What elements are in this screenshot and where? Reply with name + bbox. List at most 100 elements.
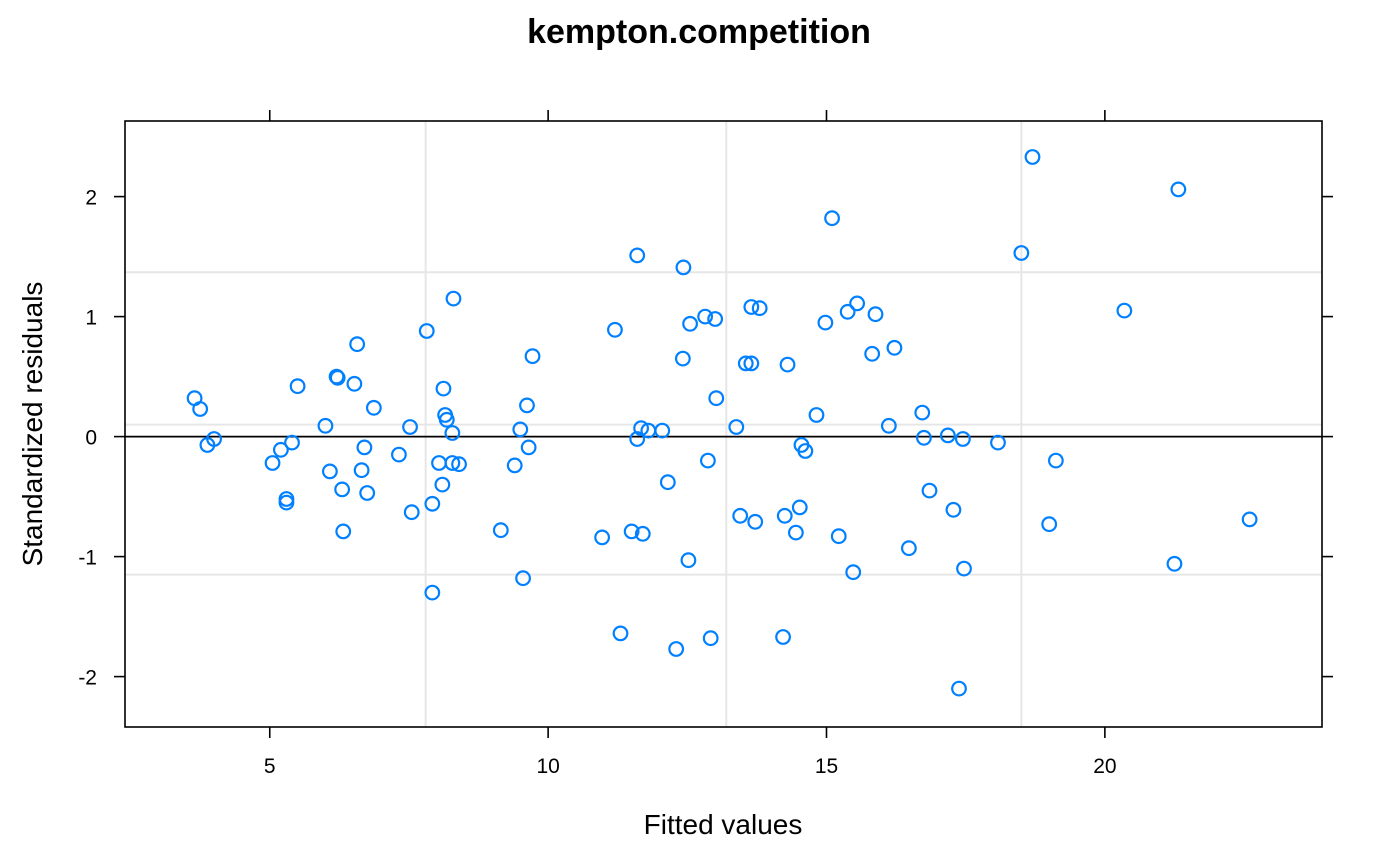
- x-tick-label-10: 10: [536, 755, 559, 778]
- data-point-79: [808, 407, 825, 423]
- y-tick-label--2: -2: [78, 667, 97, 690]
- data-point-3: [206, 431, 222, 447]
- data-point-68: [743, 355, 760, 372]
- data-point-58: [680, 552, 697, 569]
- data-point-39: [512, 421, 529, 438]
- data-point-69: [743, 299, 760, 315]
- data-point-51: [634, 525, 651, 542]
- data-point-91: [914, 404, 931, 421]
- data-point-23: [402, 419, 418, 435]
- data-point-86: [864, 345, 881, 362]
- data-point-20: [359, 485, 376, 501]
- data-point-37: [492, 522, 509, 539]
- data-point-42: [520, 439, 537, 456]
- data-point-106: [1170, 181, 1187, 198]
- data-point-50: [633, 420, 650, 437]
- data-point-107: [1241, 511, 1258, 528]
- data-point-35: [445, 290, 462, 307]
- data-point-22: [391, 446, 407, 463]
- data-point-76: [791, 499, 808, 516]
- data-point-63: [707, 311, 724, 327]
- data-point-44: [594, 529, 611, 546]
- data-point-87: [867, 306, 884, 323]
- data-point-90: [900, 540, 917, 557]
- data-point-9: [289, 378, 306, 395]
- data-point-95: [945, 501, 962, 518]
- data-point-81: [824, 210, 840, 227]
- x-tick-label-5: 5: [264, 755, 276, 778]
- data-point-66: [732, 507, 749, 524]
- data-point-16: [346, 375, 363, 392]
- chart-title: kempton.competition: [527, 13, 871, 51]
- data-point-27: [424, 495, 441, 512]
- data-point-84: [845, 564, 862, 581]
- data-point-60: [697, 308, 714, 325]
- data-point-25: [418, 323, 435, 339]
- data-point-13: [329, 369, 346, 386]
- y-tick-label-1: 1: [85, 307, 97, 330]
- data-point-65: [728, 419, 745, 435]
- data-point-5: [272, 441, 289, 458]
- data-point-72: [775, 629, 791, 645]
- data-point-40: [515, 570, 531, 587]
- data-point-10: [317, 417, 334, 434]
- data-point-33: [444, 425, 461, 441]
- data-point-19: [356, 439, 373, 456]
- data-point-64: [708, 390, 725, 407]
- data-point-53: [654, 422, 671, 439]
- data-point-61: [700, 452, 716, 469]
- data-point-15: [335, 523, 352, 540]
- data-point-82: [830, 528, 847, 545]
- data-point-7: [278, 494, 295, 511]
- data-point-103: [1047, 452, 1064, 469]
- data-point-100: [1013, 245, 1030, 261]
- data-point-101: [1024, 149, 1041, 165]
- data-point-34: [444, 455, 461, 471]
- data-point-56: [674, 350, 691, 367]
- data-point-104: [1116, 302, 1133, 319]
- data-point-75: [787, 524, 804, 541]
- data-point-88: [880, 417, 897, 434]
- data-point-36: [451, 456, 467, 473]
- data-point-11: [321, 463, 338, 480]
- data-point-94: [939, 427, 956, 444]
- x-axis-label: Fitted values: [644, 809, 803, 840]
- data-point-85: [849, 295, 866, 312]
- data-point-54: [659, 474, 676, 491]
- data-point-102: [1041, 516, 1058, 533]
- y-axis-label: Standardized residuals: [17, 282, 48, 567]
- plot-frame: [124, 120, 1323, 728]
- data-point-47: [623, 523, 640, 540]
- data-point-4: [264, 455, 281, 471]
- x-tick-label-15: 15: [815, 755, 838, 778]
- data-point-43: [524, 348, 541, 365]
- data-point-57: [675, 259, 692, 276]
- data-point-59: [682, 315, 698, 332]
- data-point-41: [519, 397, 535, 414]
- x-tick-label-20: 20: [1093, 755, 1116, 778]
- data-point-105: [1166, 555, 1183, 572]
- data-point-8: [284, 434, 300, 451]
- data-point-97: [955, 431, 971, 447]
- data-point-96: [951, 680, 967, 697]
- data-point-18: [353, 462, 370, 479]
- y-tick-label-0: 0: [85, 427, 97, 450]
- data-point-89: [886, 339, 903, 356]
- data-point-93: [921, 482, 938, 499]
- data-point-24: [403, 504, 420, 521]
- data-point-1: [192, 401, 209, 417]
- data-point-73: [776, 507, 793, 524]
- data-point-67: [737, 355, 754, 372]
- axis-ticks: 5 10 15 20 -2 -1 0 1 2: [78, 110, 1333, 778]
- data-point-48: [629, 431, 646, 447]
- y-tick-label-2: 2: [85, 187, 97, 210]
- data-point-26: [424, 584, 441, 601]
- data-point-21: [365, 399, 382, 416]
- data-point-92: [916, 429, 932, 446]
- data-point-49: [629, 247, 646, 264]
- grid: [125, 121, 1322, 727]
- data-point-70: [747, 513, 764, 530]
- data-point-62: [702, 630, 719, 647]
- data-point-74: [779, 356, 796, 373]
